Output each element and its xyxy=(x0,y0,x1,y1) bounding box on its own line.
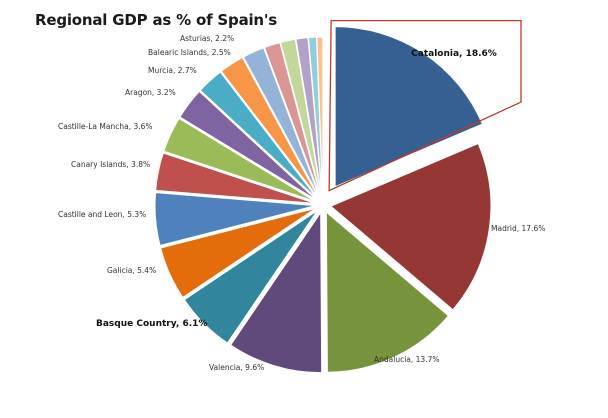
pie-slice-basque-country xyxy=(183,210,318,344)
pie-label-madrid: Madrid, 17.6% xyxy=(491,224,545,233)
pie-slice-asturias xyxy=(242,47,321,198)
pie-slice-galicia xyxy=(160,207,316,299)
pie-slice-aragon xyxy=(179,90,317,201)
pie-label-catalonia: Catalonia, 18.6% xyxy=(411,49,497,59)
pie-slice-other-5 xyxy=(316,36,324,198)
pie-slice-balearic-islands xyxy=(220,56,320,199)
pie-label-aragon: Aragon, 3.2% xyxy=(125,88,176,97)
pie-label-galicia: Galicia, 5.4% xyxy=(107,266,156,275)
pie-label-asturias: Asturias, 2.2% xyxy=(180,34,234,43)
pie-label-castille-la-mancha: Castille-La Mancha, 3.6% xyxy=(58,122,153,131)
pie-slice-other-3 xyxy=(295,37,323,198)
pie-slice-canary-islands xyxy=(155,152,316,204)
pie-label-murcia: Murcia, 2.7% xyxy=(148,66,197,75)
highlight-box xyxy=(328,20,522,192)
pie-slice-valencia xyxy=(230,211,323,374)
pie-slice-other-2 xyxy=(279,38,322,198)
pie-slice-madrid xyxy=(329,142,492,311)
pie-label-castille-and-leon: Castille and Leon, 5.3% xyxy=(58,210,146,219)
pie-label-valencia: Valencia, 9.6% xyxy=(209,363,264,372)
pie-slice-catalonia xyxy=(334,26,484,188)
pie-label-basque-country: Basque Country, 6.1% xyxy=(96,319,207,329)
pie-label-canary-islands: Canary Islands, 3.8% xyxy=(71,160,150,169)
pie-slice-murcia xyxy=(199,71,319,200)
pie-label-andalucia: Andalucia, 13.7% xyxy=(374,355,439,364)
pie-slice-castille-and-leon xyxy=(154,192,316,247)
pie-slice-other-1 xyxy=(263,42,322,198)
pie-label-balearic-islands: Balearic Islands, 2.5% xyxy=(148,48,231,57)
pie-slice-andalucia xyxy=(325,211,450,373)
chart-title: Regional GDP as % of Spain's xyxy=(35,11,278,29)
pie-slice-castille-la-mancha xyxy=(163,117,316,203)
